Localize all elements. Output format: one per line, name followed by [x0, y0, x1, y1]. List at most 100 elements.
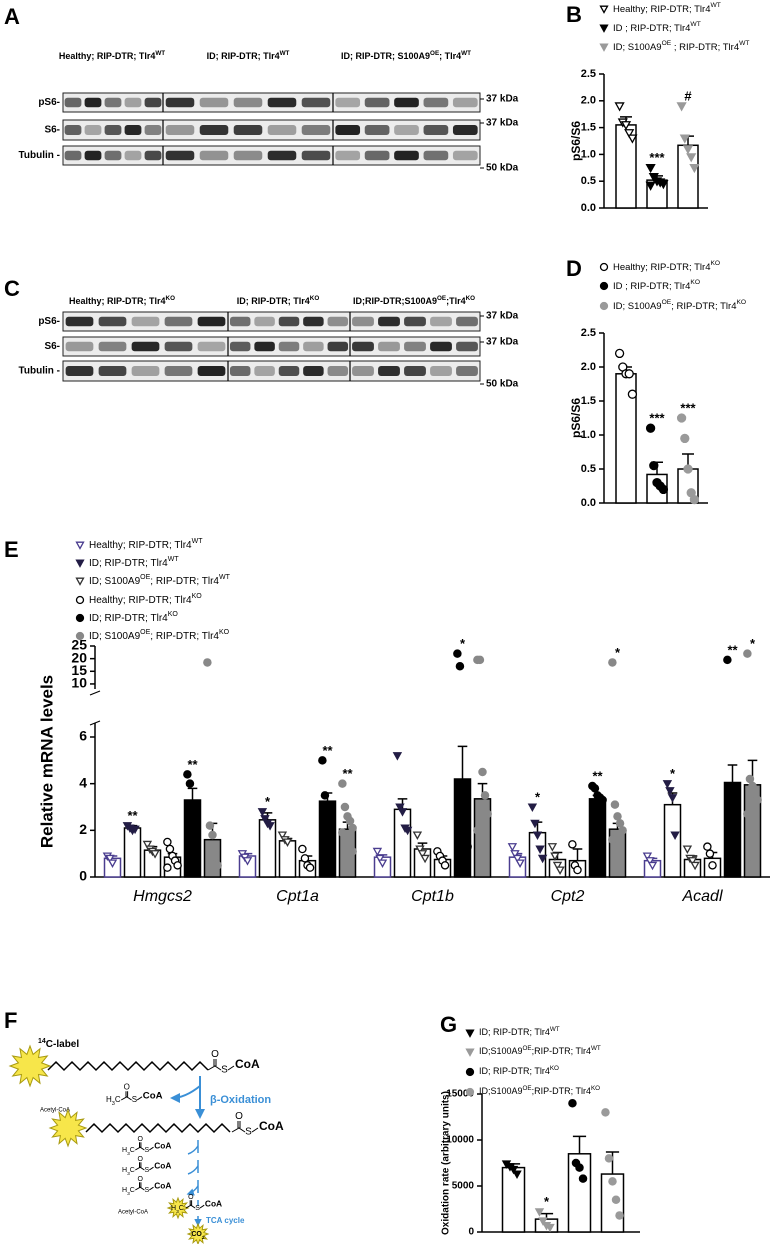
band [267, 125, 297, 135]
band [452, 97, 478, 108]
data-point [377, 859, 388, 868]
data-point [475, 837, 485, 847]
legend-label: ID ; RIP-DTR; Tlr4KO [613, 279, 700, 292]
text-part: KO [550, 1065, 559, 1072]
band [98, 316, 127, 327]
legend-marker [465, 1029, 475, 1038]
legend-marker [599, 43, 609, 52]
legend-marker [599, 5, 609, 14]
data-point [679, 134, 690, 144]
y-tick-label: 0.0 [581, 202, 596, 214]
band [430, 316, 452, 327]
legend-label: ID ; RIP-DTR; Tlr4WT [613, 21, 701, 34]
data-point [455, 661, 465, 671]
data-point [300, 854, 310, 863]
text-part: C [130, 1167, 135, 1174]
significance: * [265, 794, 271, 809]
data-point [130, 825, 140, 835]
data-point [645, 163, 656, 174]
atom: S [221, 1065, 228, 1076]
data-point [395, 803, 405, 812]
band [64, 97, 82, 108]
legend-marker [599, 24, 609, 33]
text-part: OE [430, 50, 439, 57]
text-part: ID;RIP-DTR;S100A9 [353, 296, 437, 306]
band [327, 341, 349, 352]
significance: * [670, 766, 676, 781]
y-tick-label: 10000 [446, 1135, 474, 1146]
text-part: ; RIP-DTR; Tlr4 [671, 42, 739, 53]
text-part: Healthy; RIP-DTR; Tlr4 [69, 296, 166, 306]
significance: ** [127, 808, 138, 823]
tca-label: TCA cycle [206, 1216, 245, 1225]
data-point [107, 859, 118, 868]
band [456, 341, 478, 352]
data-point [690, 861, 700, 871]
x-tick-label: Cpt1a [276, 888, 319, 905]
data-point [535, 845, 545, 854]
x-tick-label: Cpt1b [411, 888, 454, 905]
band [254, 366, 275, 376]
legend-marker [75, 541, 85, 550]
row-label: Tubulin - [19, 150, 60, 161]
text-part: WT [219, 574, 231, 581]
band [144, 97, 162, 108]
y-tick-label: 5000 [452, 1181, 475, 1192]
coa: CoA [154, 1141, 171, 1151]
text-part: H [122, 1167, 127, 1174]
legend-label: ID; S100A9OE; RIP-DTR; Tlr4KO [89, 629, 230, 642]
band [423, 97, 449, 108]
band [131, 366, 160, 376]
data-point [183, 770, 192, 779]
data-point [338, 779, 347, 788]
significance: ** [187, 757, 198, 772]
atom: O [124, 1083, 130, 1092]
band [64, 125, 82, 135]
y-tick-label: 4 [79, 774, 87, 790]
text-part: WT [192, 538, 204, 545]
label-text: 14C-label [38, 1038, 79, 1050]
legend-marker [75, 577, 85, 586]
data-point [645, 181, 656, 191]
label-star [166, 1196, 190, 1220]
band [303, 316, 324, 327]
y-axis-title: pS6/S6 [569, 398, 583, 438]
band [394, 97, 419, 108]
size-marker: 37 kDa [486, 337, 519, 348]
error-bar [727, 764, 738, 783]
data-point [507, 843, 518, 852]
data-point [610, 800, 620, 809]
text-part: KO [466, 295, 476, 302]
data-point [480, 791, 490, 800]
band [229, 366, 251, 376]
data-point [705, 849, 715, 858]
data-point [642, 852, 653, 861]
band [165, 97, 195, 108]
text-part: 14 [38, 1038, 46, 1045]
text-part: OE [140, 574, 150, 581]
text-part: OE [437, 295, 446, 302]
legend-label: ID; RIP-DTR; Tlr4WT [89, 556, 179, 569]
data-point [608, 1177, 617, 1186]
text-part: H [171, 1205, 176, 1212]
data-point [282, 838, 293, 847]
size-marker: 50 kDa [486, 379, 519, 390]
text-part: WT [550, 1026, 560, 1033]
data-point [743, 649, 752, 658]
carbon-chain [85, 1122, 231, 1134]
error-bar [605, 1151, 620, 1175]
legend-label: Healthy; RIP-DTR; Tlr4KO [89, 593, 202, 606]
data-point [205, 821, 215, 830]
text-part: ; RIP-DTR; Tlr4 [150, 576, 219, 587]
data-point [510, 850, 520, 859]
band [394, 150, 419, 161]
text-part: 3 [112, 1101, 115, 1107]
blot-strip [62, 311, 481, 332]
data-point [458, 800, 467, 809]
band [327, 316, 349, 327]
y-tick-label: 2.0 [581, 361, 596, 373]
data-point [614, 348, 625, 359]
data-point [208, 830, 217, 840]
data-point [745, 828, 755, 837]
coa: CoA [259, 1119, 284, 1133]
